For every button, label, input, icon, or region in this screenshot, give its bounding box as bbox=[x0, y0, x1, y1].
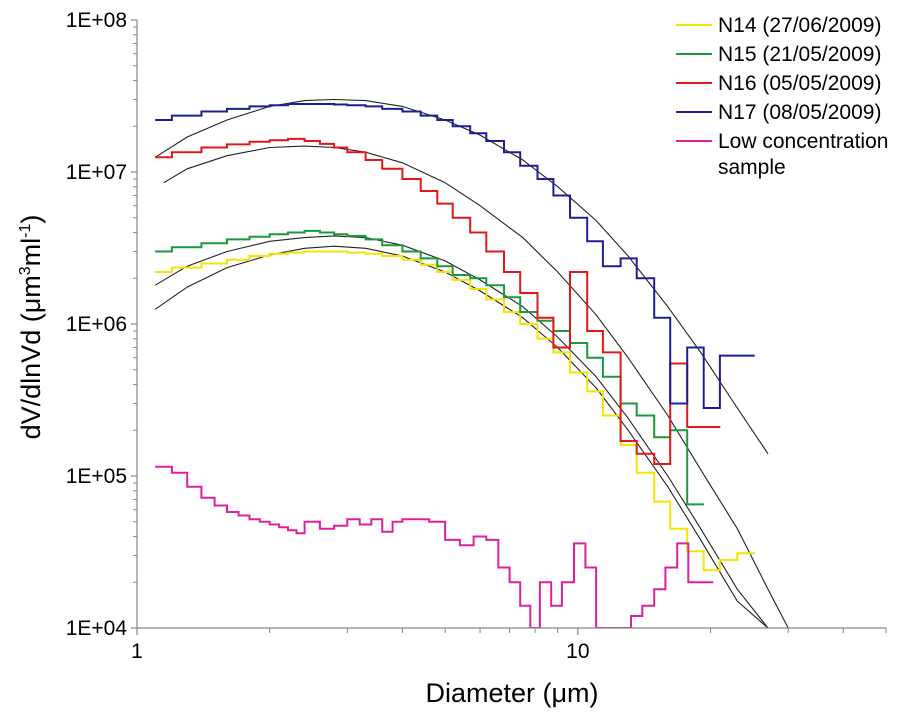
x-tick-label-1: 10 bbox=[566, 640, 589, 663]
y-tick-label-1: 1E+05 bbox=[66, 465, 127, 488]
legend-label-1: N15 (21/05/2009) bbox=[718, 43, 881, 66]
series-line-3 bbox=[155, 103, 755, 409]
series-line-2 bbox=[155, 137, 721, 465]
y-axis-title-sup2: -1 bbox=[17, 224, 34, 238]
x-axis-ticks: 1 10 bbox=[131, 628, 887, 663]
y-tick-label-3: 1E+07 bbox=[66, 161, 127, 184]
x-tick-label-0: 1 bbox=[131, 640, 143, 663]
series-line-0 bbox=[155, 250, 755, 572]
y-axis-title-mid: ml bbox=[16, 238, 46, 267]
y-axis-title: dV/dlnVd (μm3ml-1) bbox=[16, 215, 46, 440]
fit-curve-3 bbox=[154, 245, 789, 628]
legend-label-3: N17 (08/05/2009) bbox=[718, 101, 881, 124]
y-tick-label-2: 1E+06 bbox=[66, 313, 127, 336]
y-axis-ticks: 1E+04 1E+05 1E+06 1E+07 1E+08 bbox=[66, 9, 137, 640]
legend: N14 (27/06/2009) N15 (21/05/2009) N16 (05/… bbox=[676, 14, 888, 179]
fit-curve-2 bbox=[154, 235, 789, 628]
fit-curve-1 bbox=[163, 145, 789, 628]
legend-label-4: Low concentration sample bbox=[718, 130, 888, 179]
series-line-4 bbox=[155, 465, 714, 628]
y-axis-title-sup1: 3 bbox=[17, 266, 34, 275]
series-line-1 bbox=[155, 229, 705, 506]
y-tick-label-0: 1E+04 bbox=[66, 617, 128, 640]
y-axis-title-end: ) bbox=[16, 215, 46, 224]
plot-area bbox=[154, 98, 789, 628]
fit-curve-0 bbox=[154, 98, 769, 455]
series-group bbox=[154, 98, 789, 628]
y-tick-label-4: 1E+08 bbox=[66, 9, 127, 32]
y-axis-title-main: dV/dlnVd (μm bbox=[16, 275, 46, 439]
legend-label-0: N14 (27/06/2009) bbox=[718, 14, 881, 37]
legend-label-2: N16 (05/05/2009) bbox=[718, 72, 881, 95]
x-axis-title: Diameter (μm) bbox=[425, 678, 598, 708]
